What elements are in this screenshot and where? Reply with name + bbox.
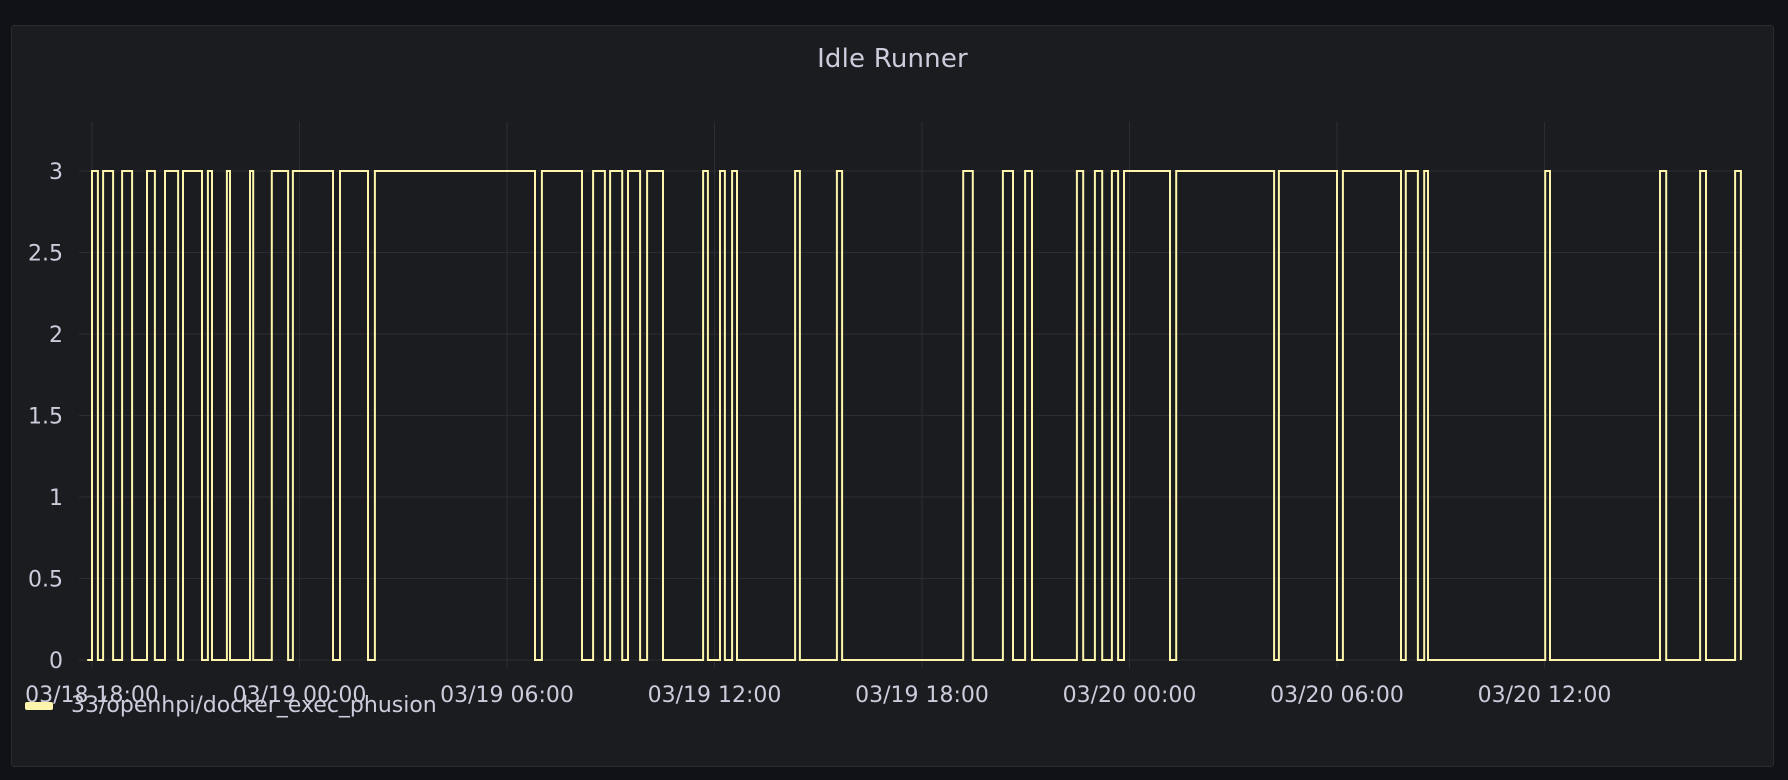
y-axis-tick-label: 2.5 [28, 242, 63, 267]
x-axis-tick-label: 03/20 12:00 [1478, 683, 1612, 708]
y-axis-tick-label: 1 [49, 486, 63, 511]
y-axis-tick-label: 3 [49, 160, 63, 185]
legend-color-swatch [25, 701, 53, 710]
series-line[interactable] [87, 170, 1742, 661]
y-axis-tick-label: 0 [49, 649, 63, 674]
y-axis-tick-label: 0.5 [28, 568, 63, 593]
y-axis-tick-label: 2 [49, 323, 63, 348]
chart-panel: Idle Runner [11, 25, 1774, 767]
y-axis-tick-label: 1.5 [28, 405, 63, 430]
legend-item[interactable]: 33/openhpi/docker_exec_phusion [25, 693, 437, 718]
x-axis-tick-label: 03/20 06:00 [1270, 683, 1404, 708]
x-axis-tick-label: 03/19 12:00 [648, 683, 782, 708]
panel-title[interactable]: Idle Runner [817, 44, 968, 74]
x-axis-tick-label: 03/20 00:00 [1063, 683, 1197, 708]
x-axis-tick-label: 03/19 00:00 [233, 683, 367, 708]
x-axis-tick-label: 03/19 06:00 [440, 683, 574, 708]
legend-label: 33/openhpi/docker_exec_phusion [71, 693, 437, 718]
x-axis-tick-label: 03/19 18:00 [855, 683, 989, 708]
